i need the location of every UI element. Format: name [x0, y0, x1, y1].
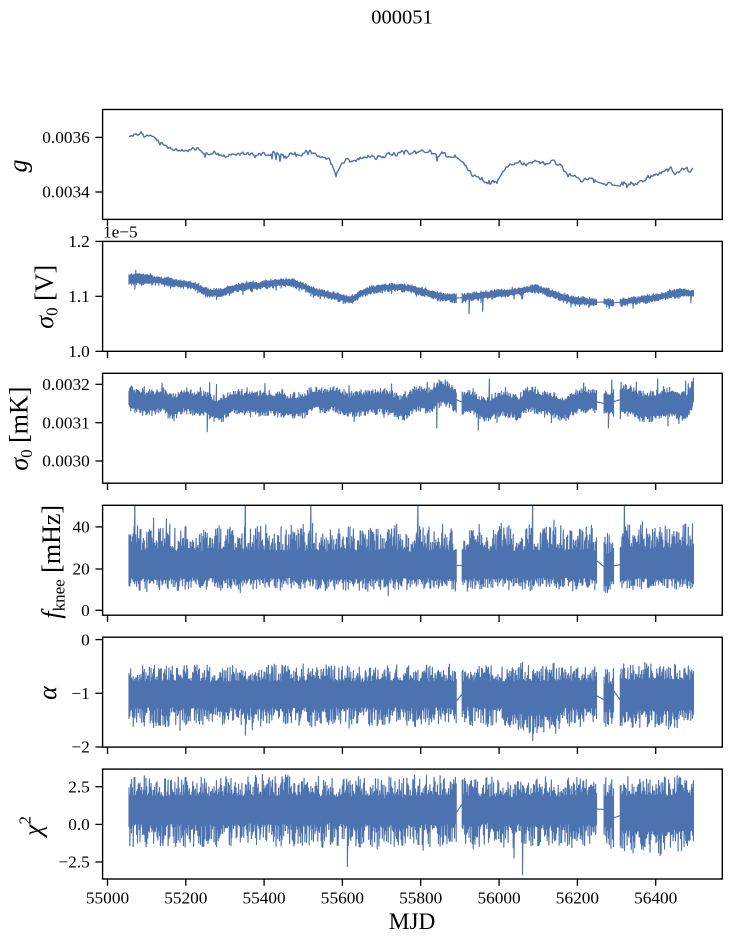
svg-text:σ0 [V]: σ0 [V]	[30, 265, 62, 329]
svg-text:1.2: 1.2	[68, 232, 90, 251]
svg-text:0.0036: 0.0036	[42, 128, 90, 147]
svg-text:2.5: 2.5	[68, 777, 90, 796]
svg-text:56400: 56400	[634, 889, 677, 908]
svg-text:g: g	[4, 160, 33, 173]
svg-text:40: 40	[73, 518, 90, 537]
svg-text:fknee [mHz]: fknee [mHz]	[37, 505, 69, 619]
svg-text:20: 20	[73, 560, 90, 579]
svg-text:55800: 55800	[399, 889, 442, 908]
svg-text:0: 0	[81, 601, 90, 620]
svg-text:−2.5: −2.5	[58, 853, 89, 872]
svg-text:MJD: MJD	[389, 909, 436, 935]
svg-text:−2: −2	[71, 738, 89, 757]
svg-text:56200: 56200	[556, 889, 599, 908]
svg-text:0: 0	[81, 630, 90, 649]
svg-text:0.0030: 0.0030	[42, 452, 90, 471]
svg-text:1.0: 1.0	[68, 342, 90, 361]
svg-text:α: α	[33, 685, 62, 700]
svg-text:0.0: 0.0	[68, 815, 90, 834]
svg-text:0.0031: 0.0031	[42, 413, 90, 432]
svg-text:−1: −1	[71, 684, 89, 703]
svg-text:56000: 56000	[477, 889, 520, 908]
svg-text:55400: 55400	[242, 889, 285, 908]
svg-text:χ2: χ2	[16, 816, 48, 839]
svg-text:000051: 000051	[371, 6, 433, 28]
svg-text:1e−5: 1e−5	[103, 223, 138, 242]
svg-text:55200: 55200	[164, 889, 207, 908]
svg-text:55000: 55000	[86, 889, 129, 908]
svg-text:0.0032: 0.0032	[42, 375, 90, 394]
svg-text:σ0 [mK]: σ0 [mK]	[5, 387, 37, 471]
svg-text:0.0034: 0.0034	[42, 183, 90, 202]
svg-text:1.1: 1.1	[68, 287, 90, 306]
svg-text:55600: 55600	[321, 889, 364, 908]
